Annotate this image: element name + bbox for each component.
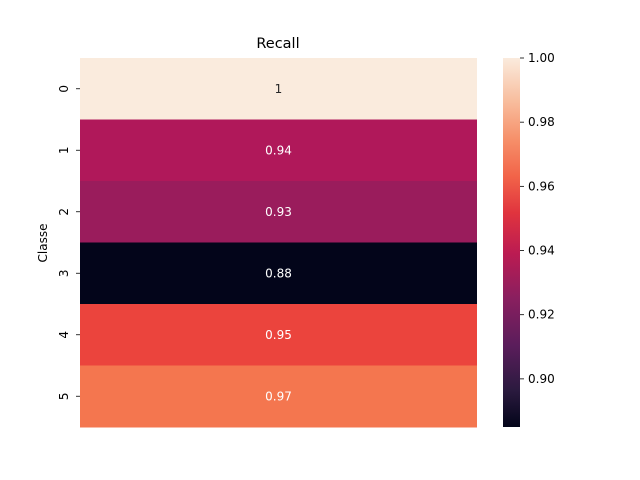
heatmap-cells: 1 0.94 0.93 0.88 0.95 0.97 bbox=[80, 58, 477, 428]
cell-label-4: 0.95 bbox=[265, 328, 292, 342]
y-tick-label-1: 1 bbox=[57, 146, 71, 154]
heatmap-cell-2 bbox=[80, 181, 477, 243]
y-tick-label-3: 3 bbox=[57, 269, 71, 277]
heatmap-cell-0 bbox=[80, 58, 477, 120]
cell-label-1: 0.94 bbox=[265, 143, 292, 157]
y-axis-label: Classe bbox=[36, 224, 50, 263]
heatmap-cell-1 bbox=[80, 119, 477, 182]
cell-label-0: 1 bbox=[275, 82, 283, 96]
cell-label-5: 0.97 bbox=[265, 389, 292, 403]
colorbar-tick-label: 0.92 bbox=[528, 308, 555, 322]
colorbar-tick-label: 0.94 bbox=[528, 244, 555, 258]
colorbar-tick-label: 0.96 bbox=[528, 179, 555, 193]
heatmap-cell-4 bbox=[80, 304, 477, 366]
y-tick-label-5: 5 bbox=[57, 392, 71, 400]
heatmap-cell-3 bbox=[80, 242, 477, 305]
y-axis-ticks: 0 1 2 3 4 5 bbox=[57, 85, 80, 400]
y-tick-label-0: 0 bbox=[57, 85, 71, 93]
heatmap-cell-5 bbox=[80, 365, 477, 428]
colorbar-tick-label: 1.00 bbox=[528, 51, 555, 65]
cell-label-2: 0.93 bbox=[265, 205, 292, 219]
chart-title: Recall bbox=[256, 36, 299, 52]
colorbar-tick-label: 0.90 bbox=[528, 372, 555, 386]
colorbar-tick-label: 0.98 bbox=[528, 115, 555, 129]
y-tick-label-4: 4 bbox=[57, 331, 71, 339]
cell-label-3: 0.88 bbox=[265, 266, 292, 280]
y-tick-label-2: 2 bbox=[57, 208, 71, 216]
colorbar-gradient bbox=[503, 58, 520, 427]
colorbar: 0.90 0.92 0.94 0.96 0.98 1.00 bbox=[503, 51, 555, 427]
